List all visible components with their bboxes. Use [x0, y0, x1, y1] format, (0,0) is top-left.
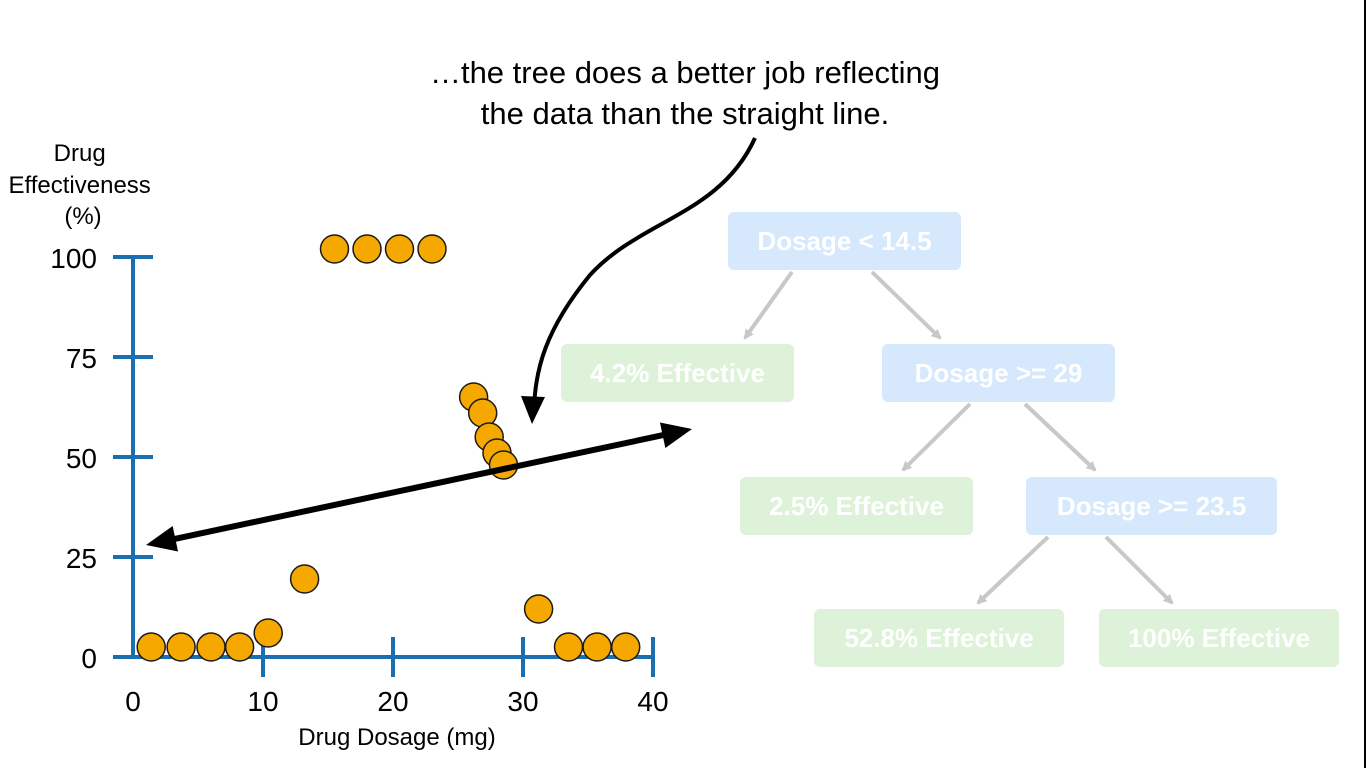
data-point — [610, 632, 641, 662]
chart-axes: 0 25 50 75 100 0 10 20 30 40 — [50, 243, 668, 717]
tree-leaf-2-5: 2.5% Effective — [740, 477, 973, 535]
callout-arrow-head — [521, 396, 545, 424]
tree-leaf-4-2: 4.2% Effective — [561, 344, 794, 402]
data-point — [384, 234, 415, 264]
data-point — [166, 632, 196, 662]
fit-line-arrowhead-left — [146, 526, 179, 552]
x-tick-label: 40 — [637, 686, 668, 717]
tree-edge-d-right — [1104, 535, 1174, 605]
data-point — [417, 234, 447, 264]
tree-leaf-52-8: 52.8% Effective — [814, 609, 1064, 667]
x-tick-label: 0 — [125, 686, 141, 717]
data-point — [196, 632, 226, 662]
tree-node-dosage-23-5: Dosage >= 23.5 — [1026, 477, 1277, 535]
fit-line-group — [146, 422, 692, 552]
y-axis-label: Drug Effectiveness (%) — [9, 140, 158, 230]
x-tick-label: 10 — [247, 686, 278, 717]
data-points — [136, 234, 641, 662]
callout-text: …the tree does a better job reflecting t… — [340, 52, 1030, 134]
callout-arrow — [532, 137, 757, 411]
tree-node-dosage-29: Dosage >= 29 — [882, 344, 1115, 402]
fit-line — [168, 431, 670, 543]
data-point — [253, 618, 283, 648]
data-point — [553, 632, 584, 662]
y-tick-label: 0 — [81, 643, 97, 674]
x-tick-label: 20 — [377, 686, 408, 717]
data-point — [289, 564, 320, 594]
y-axis-label-line-2: Effectiveness — [9, 172, 151, 199]
data-point — [352, 234, 382, 264]
x-tick-label: 30 — [507, 686, 538, 717]
data-point — [224, 632, 255, 662]
callout-line-2: the data than the straight line. — [480, 96, 890, 131]
data-point — [523, 594, 554, 624]
callout-line-1: …the tree does a better job reflecting — [429, 55, 941, 90]
tree-edges — [743, 270, 1174, 605]
tree-node-root: Dosage < 14.5 — [728, 212, 961, 270]
tree-edge-root-right — [870, 270, 942, 340]
y-tick-label: 25 — [66, 543, 97, 574]
y-tick-label: 75 — [66, 343, 97, 374]
tree-leaf-100: 100% Effective — [1099, 609, 1339, 667]
data-point — [319, 234, 350, 264]
tree-edge-b-right — [1023, 402, 1097, 472]
x-axis-label: Drug Dosage (mg) — [298, 724, 495, 751]
y-axis-label-line-3: (%) — [64, 203, 101, 230]
tree-edge-root-left — [743, 270, 794, 340]
y-axis-label-line-1: Drug — [54, 140, 106, 167]
fit-line-arrowhead-right — [659, 422, 692, 448]
tree-edge-b-left — [901, 402, 972, 472]
data-point — [582, 632, 612, 662]
tree-edge-d-left — [976, 535, 1050, 605]
data-point — [136, 632, 166, 662]
slide-right-border — [1364, 0, 1366, 768]
y-tick-label: 100 — [50, 243, 97, 274]
y-tick-label: 50 — [66, 443, 97, 474]
